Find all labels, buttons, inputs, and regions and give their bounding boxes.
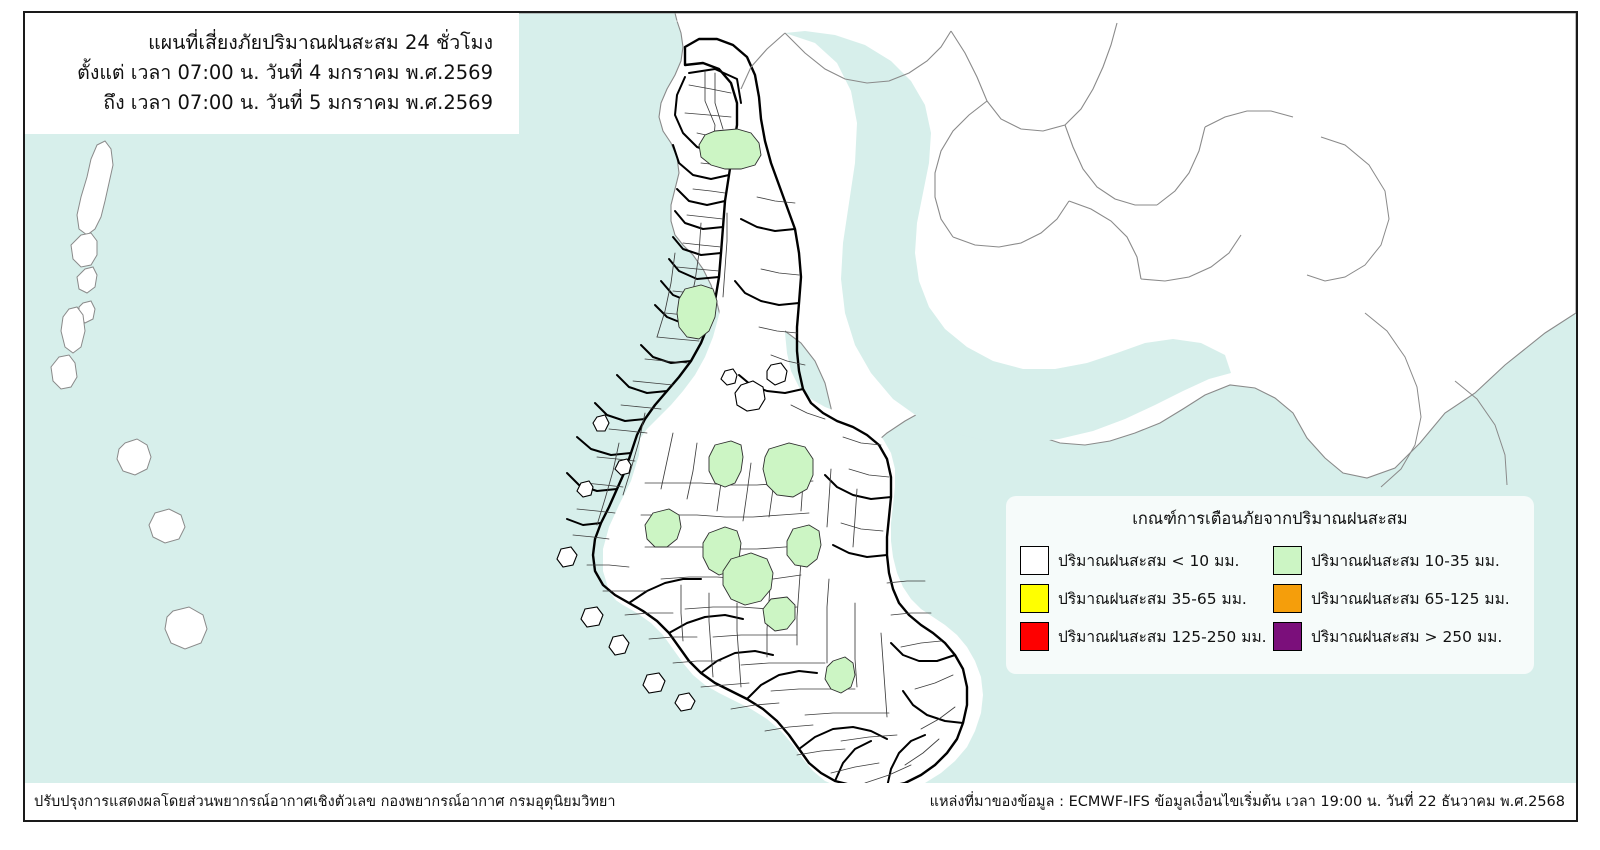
legend-item-65-125[interactable]: ปริมาณฝนสะสม 65-125 มม. (1273, 579, 1520, 617)
legend-swatch-10-35 (1273, 545, 1302, 575)
legend-swatch-35-65 (1020, 583, 1049, 613)
legend-swatch-lt10 (1020, 545, 1049, 575)
highlight-area (676, 284, 718, 340)
footer-credit: ปรับปรุงการแสดงผลโดยส่วนพยากรณ์อากาศเชิง… (34, 794, 616, 810)
coastal-islands (556, 362, 788, 712)
map-title-box: แผนที่เสี่ยงภัยปริมาณฝนสะสม 24 ชั่วโมง ต… (25, 13, 519, 134)
highlight-area (708, 440, 744, 488)
map-svg (25, 13, 1576, 820)
legend-item-10-35[interactable]: ปริมาณฝนสะสม 10-35 มม. (1273, 541, 1520, 579)
legend-panel: เกณฑ์การเตือนภัยจากปริมาณฝนสะสม ปริมาณฝน… (1006, 496, 1534, 674)
legend-label-65-125: ปริมาณฝนสะสม 65-125 มม. (1311, 589, 1510, 608)
rainfall-10-35mm-areas (644, 128, 856, 694)
legend-item-lt10[interactable]: ปริมาณฝนสะสม < 10 มม. (1020, 541, 1267, 579)
title-line-2: ตั้งแต่ เวลา 07:00 น. วันที่ 4 มกราคม พ.… (77, 60, 493, 84)
highlight-area (824, 656, 856, 694)
map-canvas[interactable] (25, 13, 1576, 820)
foreign-coastline (1306, 136, 1508, 488)
legend-item-35-65[interactable]: ปริมาณฝนสะสม 35-65 มม. (1020, 579, 1267, 617)
legend-item-gt250[interactable]: ปริมาณฝนสะสม > 250 มม. (1273, 617, 1520, 655)
highlight-area (644, 508, 682, 548)
map-figure-frame: แผนที่เสี่ยงภัยปริมาณฝนสะสม 24 ชั่วโมง ต… (23, 11, 1578, 822)
legend-label-gt250: ปริมาณฝนสะสม > 250 มม. (1311, 627, 1503, 646)
highlight-area (762, 596, 796, 632)
foreign-internal-borders (740, 22, 1294, 282)
legend-swatch-65-125 (1273, 583, 1302, 613)
legend-swatch-125-250 (1020, 621, 1049, 651)
andaman-islands (50, 68, 208, 650)
legend-label-125-250: ปริมาณฝนสะสม 125-250 มม. (1058, 627, 1267, 646)
footer-bar: ปรับปรุงการแสดงผลโดยส่วนพยากรณ์อากาศเชิง… (25, 783, 1576, 820)
legend-grid: ปริมาณฝนสะสม < 10 มม. ปริมาณฝนสะสม 10-35… (1020, 541, 1520, 655)
highlight-area (762, 442, 814, 498)
legend-label-10-35: ปริมาณฝนสะสม 10-35 มม. (1311, 551, 1500, 570)
thailand-landmass (593, 19, 983, 793)
title-line-1: แผนที่เสี่ยงภัยปริมาณฝนสะสม 24 ชั่วโมง (148, 30, 493, 54)
title-line-3: ถึง เวลา 07:00 น. วันที่ 5 มกราคม พ.ศ.25… (103, 90, 493, 114)
highlight-area (786, 524, 822, 568)
gulf-of-thailand (785, 31, 1231, 443)
legend-swatch-gt250 (1273, 621, 1302, 651)
highlight-area (698, 128, 762, 170)
footer-data-source: แหล่งที่มาของข้อมูล : ECMWF-IFS ข้อมูลเง… (929, 794, 1565, 810)
highlight-area (722, 552, 774, 606)
legend-label-lt10: ปริมาณฝนสะสม < 10 มม. (1058, 551, 1240, 570)
legend-label-35-65: ปริมาณฝนสะสม 35-65 มม. (1058, 589, 1247, 608)
legend-title: เกณฑ์การเตือนภัยจากปริมาณฝนสะสม (1132, 509, 1408, 528)
legend-item-125-250[interactable]: ปริมาณฝนสะสม 125-250 มม. (1020, 617, 1267, 655)
